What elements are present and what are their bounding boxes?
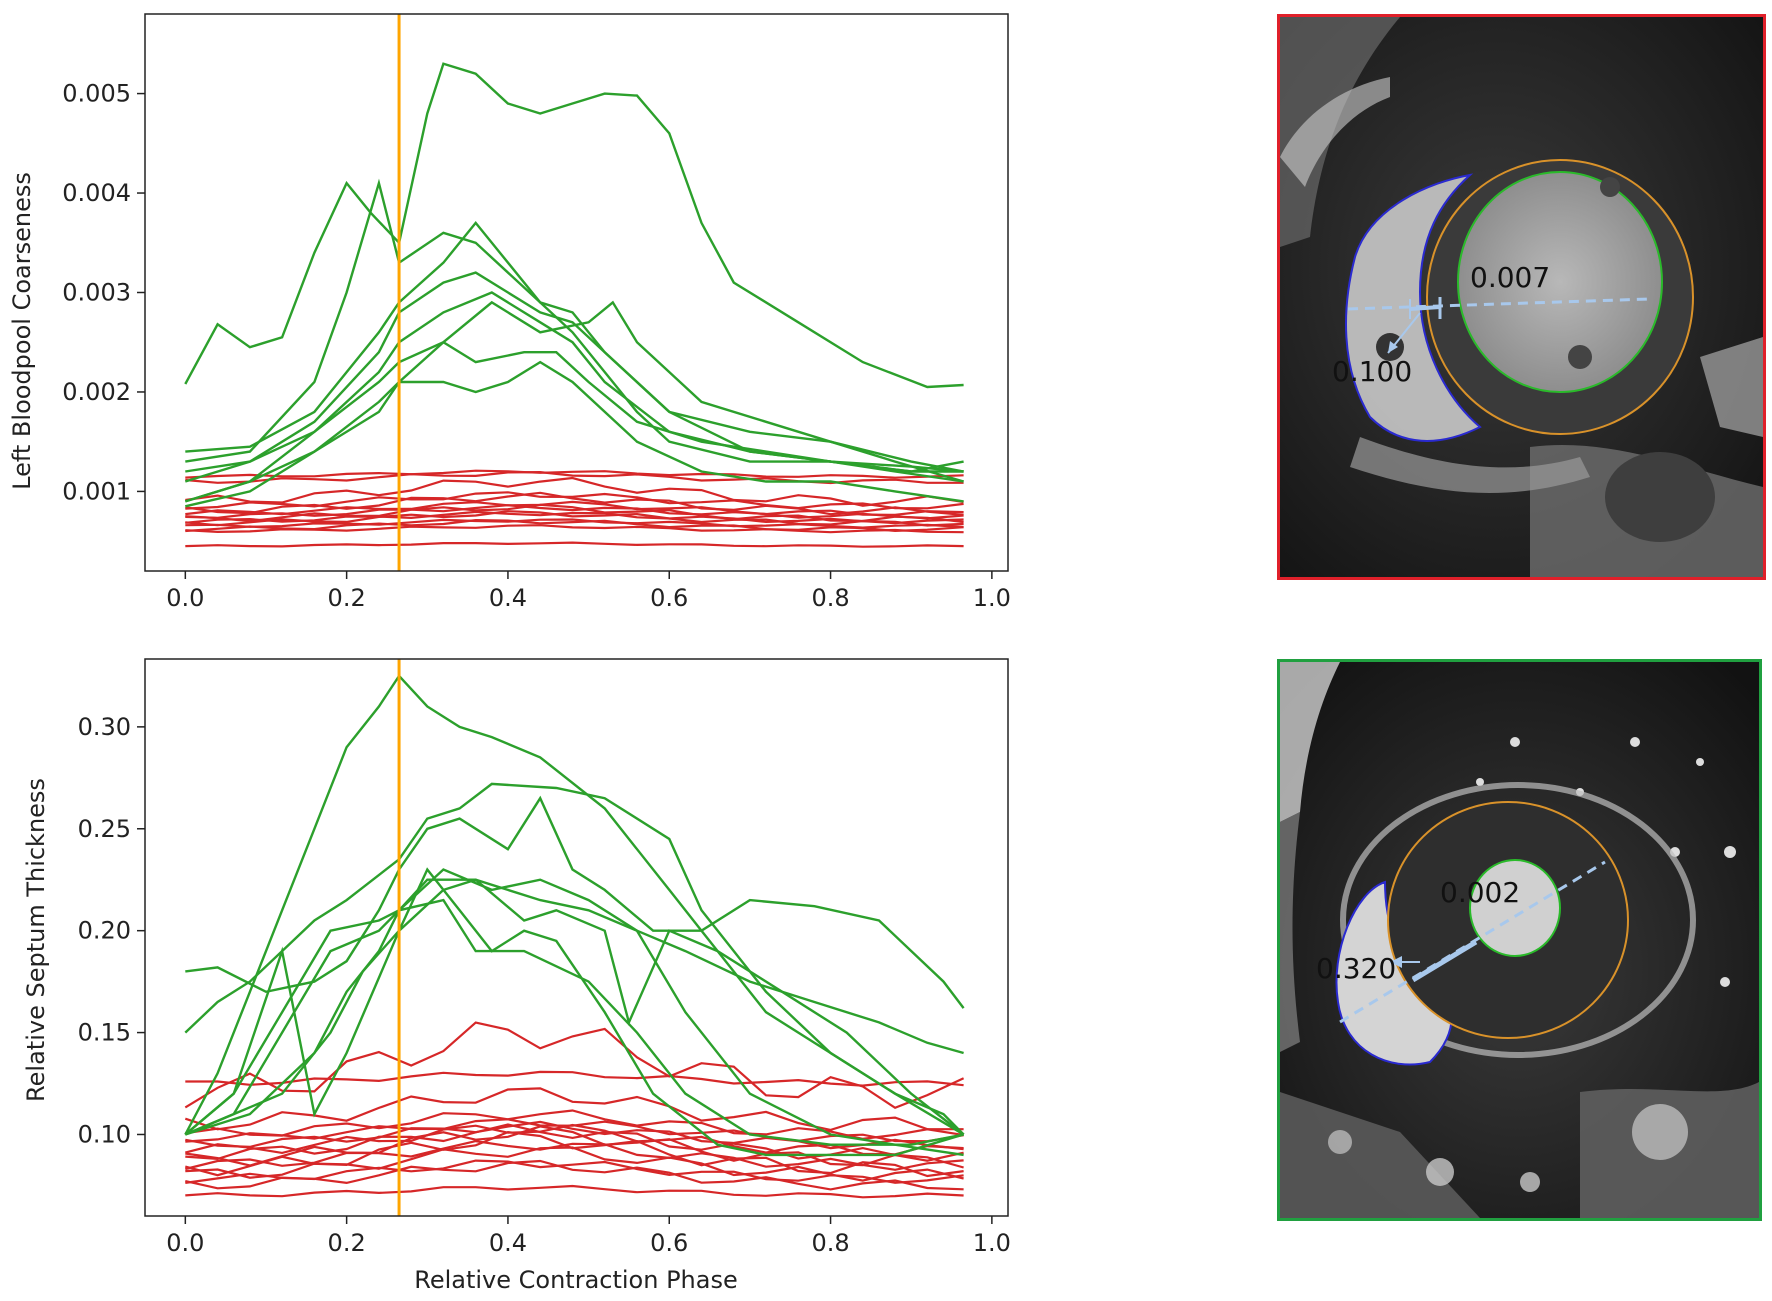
chart-coarseness-ylabel: Left Bloodpool Coarseness bbox=[8, 172, 36, 490]
chart-septum-ytick-label-2: 0.20 bbox=[78, 917, 131, 945]
chart-septum-green-line-4 bbox=[184, 878, 964, 1136]
chart-septum-green-line-3 bbox=[185, 795, 965, 1009]
chart-septum-green-line-8 bbox=[184, 898, 964, 1146]
chart-septum-ytick-label-4: 0.30 bbox=[78, 713, 131, 741]
chart-coarseness-green-line-5 bbox=[184, 291, 964, 483]
chart-septum-green-line-5 bbox=[184, 878, 965, 1136]
mri-2-annotation-lv: 0.002 bbox=[1440, 876, 1520, 909]
chart-septum-ytick-label-3: 0.25 bbox=[78, 815, 131, 843]
chart-coarseness-ytick-label-4: 0.005 bbox=[62, 80, 131, 108]
chart-septum-green-line-2 bbox=[184, 782, 965, 1136]
chart-coarseness-ytick-label-2: 0.003 bbox=[62, 279, 131, 307]
mri-image-panel-green: 0.002 0.320 bbox=[1277, 659, 1762, 1221]
chart-coarseness-red-line-10 bbox=[185, 491, 964, 516]
chart-coarseness-red-line-7 bbox=[185, 503, 964, 524]
chart-coarseness-green-line-2 bbox=[185, 178, 964, 473]
chart-coarseness-green-line-3 bbox=[185, 220, 964, 473]
chart-septum-red-line-14 bbox=[184, 1021, 965, 1110]
chart-septum: Relative Septum Thickness Relative Contr… bbox=[22, 658, 1011, 1294]
chart-septum-red-line-15 bbox=[185, 1070, 964, 1087]
chart-septum-xtick-label-1: 0.2 bbox=[328, 1229, 366, 1257]
chart-coarseness-red-line-12 bbox=[185, 476, 964, 507]
chart-septum-red-line-11 bbox=[185, 1118, 964, 1143]
chart-coarseness-red-line-5 bbox=[185, 510, 964, 527]
chart-septum-series bbox=[184, 673, 965, 1199]
chart-septum-xtick-label-2: 0.4 bbox=[489, 1229, 527, 1257]
chart-septum-xtick-label-4: 0.8 bbox=[811, 1229, 849, 1257]
chart-septum-red-line-1 bbox=[185, 1184, 964, 1199]
chart-septum-xlabel: Relative Contraction Phase bbox=[414, 1266, 738, 1294]
chart-septum-green-line-7 bbox=[184, 868, 964, 1157]
chart-septum-red-line-13 bbox=[184, 1087, 964, 1132]
chart-coarseness-red-line-11 bbox=[185, 491, 964, 510]
chart-coarseness-red-line-13 bbox=[185, 470, 964, 485]
chart-coarseness-xtick-label-2: 0.4 bbox=[489, 584, 527, 612]
chart-coarseness-xtick-label-5: 1.0 bbox=[973, 584, 1011, 612]
chart-coarseness: Left Bloodpool Coarseness 0.0 0.2 0.4 0.6 0.… bbox=[8, 13, 1011, 612]
chart-septum-ytick-label-1: 0.15 bbox=[78, 1019, 131, 1047]
chart-coarseness-green-line-7 bbox=[185, 340, 964, 508]
chart-septum-red-line-10 bbox=[185, 1120, 964, 1151]
chart-coarseness-green-line-8 bbox=[184, 360, 964, 503]
chart-coarseness-red-line-4 bbox=[185, 518, 964, 529]
chart-septum-frame bbox=[144, 658, 1009, 1217]
chart-septum-xtick-label-0: 0.0 bbox=[166, 1229, 204, 1257]
chart-septum-green-line-6 bbox=[184, 867, 964, 1157]
chart-coarseness-ytick-label-1: 0.002 bbox=[62, 378, 131, 406]
chart-coarseness-green-line-1 bbox=[184, 62, 964, 389]
chart-coarseness-red-line-9 bbox=[185, 500, 964, 517]
chart-septum-red-line-6 bbox=[185, 1139, 964, 1171]
chart-coarseness-xtick-label-0: 0.0 bbox=[166, 584, 204, 612]
chart-coarseness-green-line-6 bbox=[184, 300, 964, 503]
chart-septum-ytick-label-0: 0.10 bbox=[78, 1120, 131, 1148]
mri-image-1: 0.007 0.100 bbox=[1280, 17, 1763, 577]
chart-coarseness-red-line-3 bbox=[185, 518, 964, 533]
chart-coarseness-xtick-label-3: 0.6 bbox=[650, 584, 688, 612]
chart-coarseness-red-line-6 bbox=[185, 510, 964, 525]
mri-image-2: 0.002 0.320 bbox=[1280, 662, 1759, 1218]
mri-2-annotation-rv: 0.320 bbox=[1316, 952, 1396, 985]
chart-coarseness-red-line-1 bbox=[185, 541, 964, 548]
chart-coarseness-series bbox=[184, 62, 964, 548]
chart-coarseness-red-line-8 bbox=[185, 504, 964, 520]
chart-coarseness-xtick-label-1: 0.2 bbox=[328, 584, 366, 612]
chart-coarseness-ytick-label-3: 0.004 bbox=[62, 179, 131, 207]
chart-coarseness-frame bbox=[144, 13, 1009, 572]
mri-1-annotation-lv: 0.007 bbox=[1470, 261, 1550, 294]
chart-coarseness-ytick-label-0: 0.001 bbox=[62, 477, 131, 505]
chart-septum-green-line-1 bbox=[184, 673, 965, 1136]
mri-1-annotation-rv: 0.100 bbox=[1332, 355, 1412, 388]
chart-septum-xtick-label-3: 0.6 bbox=[650, 1229, 688, 1257]
chart-septum-xtick-label-5: 1.0 bbox=[973, 1229, 1011, 1257]
chart-coarseness-red-line-14 bbox=[185, 469, 964, 479]
chart-septum-red-line-12 bbox=[185, 1109, 964, 1141]
chart-septum-red-line-7 bbox=[185, 1125, 964, 1169]
mri-image-panel-red: 0.007 0.100 bbox=[1277, 14, 1766, 580]
chart-septum-ylabel: Relative Septum Thickness bbox=[22, 778, 50, 1102]
chart-coarseness-xtick-label-4: 0.8 bbox=[811, 584, 849, 612]
